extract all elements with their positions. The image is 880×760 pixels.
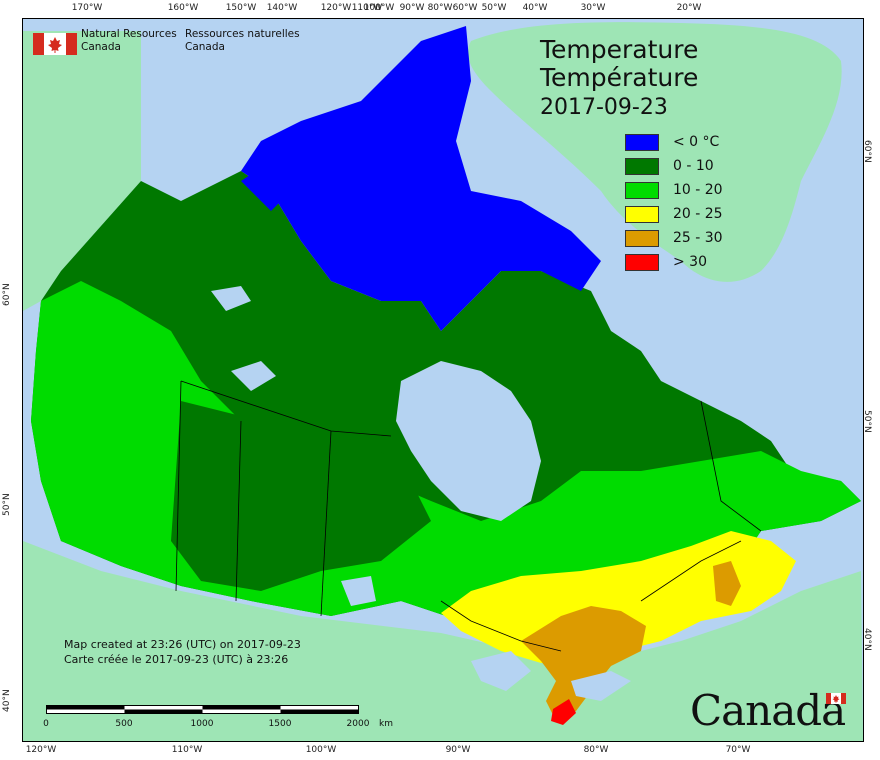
agency-name-en-line2: Canada [81,41,121,53]
map-title: Temperature Température 2017-09-23 [540,36,698,122]
canada-zone-25-30 [713,561,741,606]
left-tick-label: 40°N [2,689,12,712]
top-tick-label: 90°W [399,3,425,13]
title-en: Temperature [540,35,699,64]
legend-item: > 30 [625,254,745,278]
legend-swatch [625,230,659,247]
left-tick-label: 60°N [2,283,12,306]
top-tick-label: 120°W [320,3,352,13]
canada-zone-20-25 [441,531,796,663]
credit-en: Map created at 23:26 (UTC) on 2017-09-23 [64,638,301,651]
lake [211,286,251,311]
legend-item: < 0 °C [625,134,745,158]
legend-swatch [625,206,659,223]
canada-wordmark: Canada [690,686,846,735]
top-tick-label: 40°W [522,3,548,13]
top-tick-label: 60°W [452,3,478,13]
top-tick-label: 170°W [71,3,103,13]
legend-label: 20 - 25 [673,206,723,222]
title-fr: Température [540,63,699,92]
temperature-map [23,22,863,741]
legend-swatch [625,134,659,151]
hudson-bay [396,361,541,521]
legend-label: > 30 [673,254,707,270]
scale-label: 500 [115,719,133,729]
top-tick-label: 140°W [266,3,298,13]
bottom-tick-label: 70°W [725,745,751,755]
canada-zone-25-30 [521,606,646,721]
legend-item: 10 - 20 [625,182,745,206]
legend-swatch [625,158,659,175]
bottom-tick-label: 80°W [583,745,609,755]
top-tick-label: 160°W [167,3,199,13]
legend-label: 10 - 20 [673,182,723,198]
scale-label: 1500 [268,719,292,729]
legend-swatch [625,254,659,271]
scale-label: 2000 [346,719,370,729]
legend-label: < 0 °C [673,134,720,150]
provincial-borders [175,380,762,652]
credit-fr: Carte créée le 2017-09-23 (UTC) à 23:26 [64,653,289,666]
top-tick-label: 100°W [363,3,395,13]
agency-name-fr: Ressources naturelles Canada [185,28,300,54]
legend-label: 0 - 10 [673,158,714,174]
top-tick-label: 110°W [351,3,383,13]
map-canvas[interactable] [22,18,864,742]
legend-item: 25 - 30 [625,230,745,254]
agency-name-en: Natural Resources Canada [81,28,177,54]
canada-zone-below-0 [241,26,601,331]
left-tick-label: 50°N [2,493,12,516]
great-lake [471,651,531,691]
top-tick-label: 30°W [580,3,606,13]
top-tick-label: 20°W [676,3,702,13]
scale-label: 0 [43,719,49,729]
canada-flag-icon [33,33,77,55]
scale-bar-graphic [46,705,359,714]
legend-item: 0 - 10 [625,158,745,182]
top-tick-label: 50°W [481,3,507,13]
map-credit: Map created at 23:26 (UTC) on 2017-09-23… [64,637,301,667]
canada-flag-icon [826,693,846,704]
lake [341,576,376,606]
canada-zone-above-30 [551,699,576,725]
canada-zone-below-0 [241,161,291,211]
legend-label: 25 - 30 [673,230,723,246]
lake [231,361,276,391]
legend-item: 20 - 25 [625,206,745,230]
canada-zone-0-10 [171,401,431,591]
bottom-tick-label: 90°W [445,745,471,755]
agency-name-fr-line2: Canada [185,41,225,53]
bottom-tick-label: 100°W [305,745,337,755]
scale-unit: km [379,719,393,729]
scale-label: 1000 [190,719,214,729]
agency-name-en-line1: Natural Resources [81,28,177,40]
top-tick-label: 80°W [427,3,453,13]
title-date: 2017-09-23 [540,95,668,120]
top-tick-label: 150°W [225,3,257,13]
usa-landmass [23,541,863,741]
alaska-landmass [23,31,141,311]
great-lake [571,671,631,701]
greenland-landmass [467,22,842,282]
agency-name-fr-line1: Ressources naturelles [185,28,300,40]
legend-swatch [625,182,659,199]
bottom-tick-label: 120°W [25,745,57,755]
bottom-tick-label: 110°W [171,745,203,755]
